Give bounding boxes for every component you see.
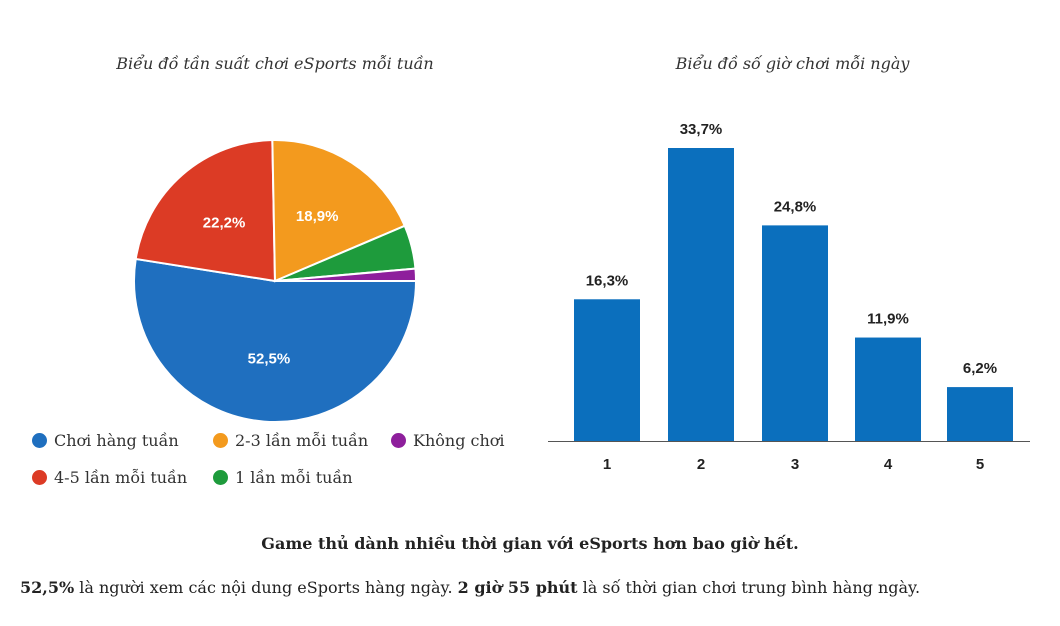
pie-slice-2	[271, 139, 407, 283]
x-tick-label-1: 1	[603, 456, 611, 473]
bar-value-label-5: 6,2%	[963, 360, 997, 377]
legend-item-once: 1 lần mỗi tuần	[213, 468, 353, 487]
bar-4	[855, 337, 921, 441]
legend-item-4-5-times: 4-5 lần mỗi tuần	[32, 468, 187, 487]
summary-time: 2 giờ 55 phút	[457, 578, 578, 597]
x-tick-label-3: 3	[791, 456, 799, 473]
bar-value-label-2: 33,7%	[680, 121, 723, 138]
bar-value-label-1: 16,3%	[586, 272, 629, 289]
bar-value-label-4: 11,9%	[867, 311, 909, 328]
pie-slice-label-1: 22,2%	[203, 215, 246, 232]
summary-text: 52,5% là người xem các nội dung eSports …	[20, 578, 920, 597]
bar-3	[762, 225, 828, 441]
x-tick-label-2: 2	[697, 456, 705, 473]
legend-item-2-3-times: 2-3 lần mỗi tuần	[213, 431, 368, 450]
pie-slice-0	[133, 257, 418, 423]
legend-swatch-blue	[32, 433, 47, 448]
legend-label: 1 lần mỗi tuần	[235, 468, 353, 487]
summary-percentage: 52,5%	[20, 578, 75, 597]
legend-item-weekly: Chơi hàng tuần	[32, 431, 179, 450]
pie-slice-label-2: 18,9%	[296, 208, 339, 225]
pie-slice-1	[134, 139, 277, 283]
headline: Game thủ dành nhiều thời gian với eSport…	[261, 534, 799, 553]
bar-1	[574, 299, 640, 441]
legend-item-not-playing: Không chơi	[391, 431, 505, 450]
x-tick-label-5: 5	[976, 456, 984, 473]
legend-swatch-green	[213, 470, 228, 485]
pie-slice-4	[274, 267, 418, 282]
summary-text-part1: là người xem các nội dung eSports hàng n…	[74, 578, 458, 597]
legend-label: 2-3 lần mỗi tuần	[235, 431, 369, 450]
legend-label: 4-5 lần mỗi tuần	[54, 468, 188, 487]
pie-slice-label-0: 52,5%	[248, 350, 291, 367]
x-tick-label-4: 4	[884, 456, 893, 473]
bar-value-label-3: 24,8%	[774, 198, 817, 215]
pie-chart-title: Biểu đồ tần suất chơi eSports mỗi tuần	[116, 54, 434, 73]
bar-2	[668, 148, 734, 441]
legend-label: Chơi hàng tuần	[54, 431, 179, 450]
bar-5	[947, 387, 1013, 441]
legend-label: Không chơi	[413, 431, 505, 450]
summary-text-part2: là số thời gian chơi trung bình hàng ngà…	[577, 578, 921, 597]
legend-swatch-red	[32, 470, 47, 485]
bar-chart-title: Biểu đồ số giờ chơi mỗi ngày	[675, 54, 910, 73]
legend-swatch-purple	[391, 433, 406, 448]
legend-swatch-orange	[213, 433, 228, 448]
